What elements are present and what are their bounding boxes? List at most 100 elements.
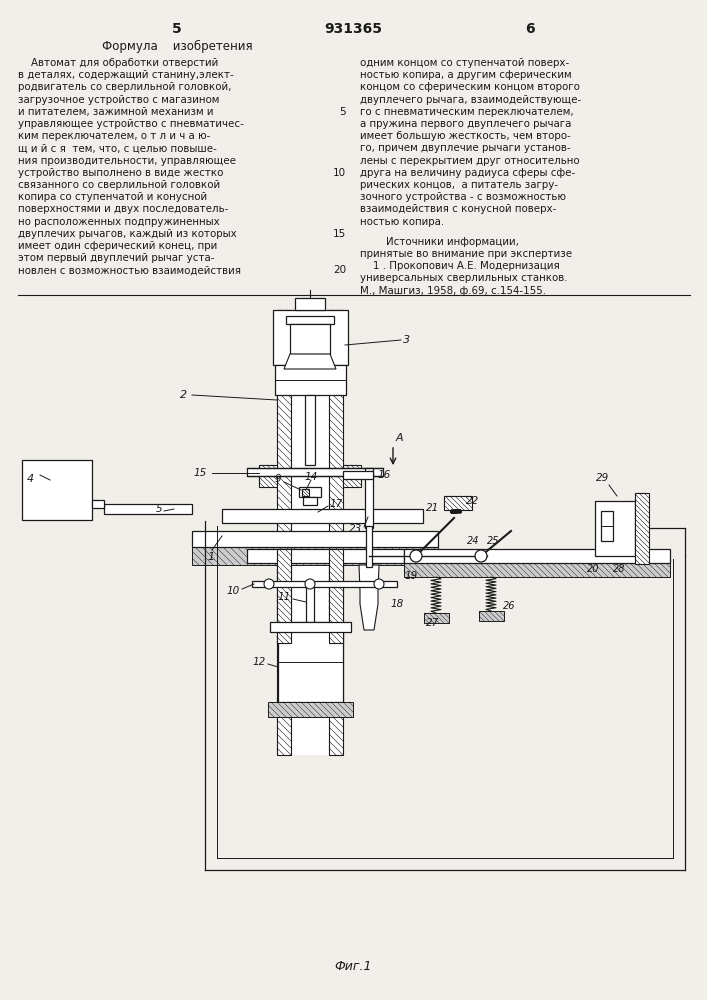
Text: 15: 15 bbox=[194, 468, 207, 478]
Bar bbox=[424, 613, 449, 623]
Text: 1 . Прокопович А.Е. Модернизация: 1 . Прокопович А.Е. Модернизация bbox=[360, 261, 560, 271]
Bar bbox=[270, 622, 351, 632]
Bar bbox=[404, 563, 670, 577]
Text: новлен с возможностью взаимодействия: новлен с возможностью взаимодействия bbox=[18, 265, 241, 275]
Text: одним концом со ступенчатой поверх-: одним концом со ступенчатой поверх- bbox=[360, 58, 569, 68]
Text: 12: 12 bbox=[252, 657, 266, 667]
Text: 4: 4 bbox=[27, 474, 34, 484]
Text: Автомат для обработки отверстий: Автомат для обработки отверстий bbox=[18, 58, 218, 68]
Bar bbox=[329, 549, 343, 643]
Bar bbox=[444, 496, 472, 510]
Text: 22: 22 bbox=[466, 496, 479, 506]
Bar bbox=[365, 468, 373, 528]
Text: 17: 17 bbox=[330, 499, 344, 509]
Polygon shape bbox=[284, 354, 336, 369]
Text: и питателем, зажимной механизм и: и питателем, зажимной механизм и bbox=[18, 107, 214, 117]
Text: A: A bbox=[396, 433, 404, 443]
Text: поверхностями и двух последователь-: поверхностями и двух последователь- bbox=[18, 204, 228, 214]
Bar bbox=[635, 493, 649, 564]
Text: 1: 1 bbox=[207, 552, 214, 562]
Text: 10: 10 bbox=[227, 586, 240, 596]
Polygon shape bbox=[359, 565, 379, 630]
Text: ностью копира, а другим сферическим: ностью копира, а другим сферическим bbox=[360, 70, 572, 80]
Text: 9: 9 bbox=[274, 474, 281, 484]
Text: 23: 23 bbox=[349, 524, 362, 534]
Text: принятые во внимание при экспертизе: принятые во внимание при экспертизе bbox=[360, 249, 572, 259]
Text: взаимодействия с конусной поверх-: взаимодействия с конусной поверх- bbox=[360, 204, 556, 214]
Text: имеет один сферический конец, при: имеет один сферический конец, при bbox=[18, 241, 217, 251]
Text: зочного устройства - с возможностью: зочного устройства - с возможностью bbox=[360, 192, 566, 202]
Circle shape bbox=[475, 550, 487, 562]
Bar bbox=[601, 511, 613, 541]
Text: 11: 11 bbox=[278, 592, 291, 602]
Bar bbox=[290, 324, 330, 354]
Circle shape bbox=[374, 579, 384, 589]
Bar bbox=[305, 395, 315, 465]
Bar bbox=[222, 509, 423, 523]
Text: 15: 15 bbox=[333, 229, 346, 239]
Bar bbox=[343, 465, 361, 487]
Text: родвигатель со сверлильной головкой,: родвигатель со сверлильной головкой, bbox=[18, 82, 231, 92]
Text: но расположенных подпружиненных: но расположенных подпружиненных bbox=[18, 217, 220, 227]
Bar bbox=[247, 549, 404, 563]
Text: устройство выполнено в виде жестко: устройство выполнено в виде жестко bbox=[18, 168, 223, 178]
Text: универсальных сверлильных станков.: универсальных сверлильных станков. bbox=[360, 273, 568, 283]
Bar bbox=[291, 310, 329, 755]
Text: 26: 26 bbox=[503, 601, 515, 611]
Bar bbox=[299, 487, 321, 497]
Text: 16: 16 bbox=[378, 470, 391, 480]
Text: 25: 25 bbox=[486, 536, 499, 546]
Bar bbox=[268, 702, 353, 717]
Text: этом первый двуплечий рычаг уста-: этом первый двуплечий рычаг уста- bbox=[18, 253, 214, 263]
Text: друга на величину радиуса сферы сфе-: друга на величину радиуса сферы сфе- bbox=[360, 168, 575, 178]
Text: го с пневматическим переключателем,: го с пневматическим переключателем, bbox=[360, 107, 573, 117]
Text: 29: 29 bbox=[597, 473, 609, 483]
Text: имеет большую жесткость, чем второ-: имеет большую жесткость, чем второ- bbox=[360, 131, 571, 141]
Text: двуплечих рычагов, каждый из которых: двуплечих рычагов, каждый из которых bbox=[18, 229, 237, 239]
Bar bbox=[306, 587, 314, 622]
Text: 28: 28 bbox=[613, 564, 626, 574]
Text: 5: 5 bbox=[156, 504, 162, 514]
Bar bbox=[192, 531, 438, 547]
Bar bbox=[404, 549, 670, 563]
Text: 5: 5 bbox=[172, 22, 182, 36]
Text: управляющее устройство с пневматичес-: управляющее устройство с пневматичес- bbox=[18, 119, 244, 129]
Bar bbox=[273, 310, 348, 365]
Bar bbox=[343, 471, 373, 479]
Text: 5: 5 bbox=[339, 107, 346, 117]
Text: ностью копира.: ностью копира. bbox=[360, 217, 444, 227]
Text: Формула    изобретения: Формула изобретения bbox=[102, 40, 252, 53]
Bar bbox=[92, 500, 104, 508]
Bar bbox=[595, 501, 635, 556]
Text: 24: 24 bbox=[467, 536, 479, 546]
Text: 19: 19 bbox=[404, 571, 418, 581]
Bar bbox=[259, 465, 277, 487]
Text: связанного со сверлильной головкой: связанного со сверлильной головкой bbox=[18, 180, 220, 190]
Text: 20: 20 bbox=[587, 564, 600, 574]
Text: го, причем двуплечие рычаги установ-: го, причем двуплечие рычаги установ- bbox=[360, 143, 571, 153]
Bar bbox=[329, 310, 343, 755]
Text: М., Машгиз, 1958, ф.69, с.154-155.: М., Машгиз, 1958, ф.69, с.154-155. bbox=[360, 286, 546, 296]
Circle shape bbox=[264, 579, 274, 589]
Bar bbox=[22, 460, 92, 520]
Bar bbox=[192, 547, 438, 565]
Bar bbox=[303, 497, 317, 505]
Text: 6: 6 bbox=[525, 22, 534, 36]
Text: Фиг.1: Фиг.1 bbox=[334, 960, 372, 973]
Bar bbox=[278, 622, 343, 702]
Text: 10: 10 bbox=[333, 168, 346, 178]
Text: ния производительности, управляющее: ния производительности, управляющее bbox=[18, 156, 236, 166]
Circle shape bbox=[410, 550, 422, 562]
Circle shape bbox=[305, 579, 315, 589]
Text: 3: 3 bbox=[403, 335, 410, 345]
Text: ким переключателем, о т л и ч а ю-: ким переключателем, о т л и ч а ю- bbox=[18, 131, 211, 141]
Text: 18: 18 bbox=[391, 599, 404, 609]
Text: лены с перекрытием друг относительно: лены с перекрытием друг относительно bbox=[360, 156, 580, 166]
Text: двуплечего рычага, взаимодействующе-: двуплечего рычага, взаимодействующе- bbox=[360, 95, 581, 105]
Text: Источники информации,: Источники информации, bbox=[360, 237, 519, 247]
Text: 14: 14 bbox=[305, 472, 317, 482]
Text: 2: 2 bbox=[180, 390, 187, 400]
Text: загрузочное устройство с магазином: загрузочное устройство с магазином bbox=[18, 95, 219, 105]
Bar bbox=[247, 468, 383, 476]
Text: концом со сферическим концом второго: концом со сферическим концом второго bbox=[360, 82, 580, 92]
